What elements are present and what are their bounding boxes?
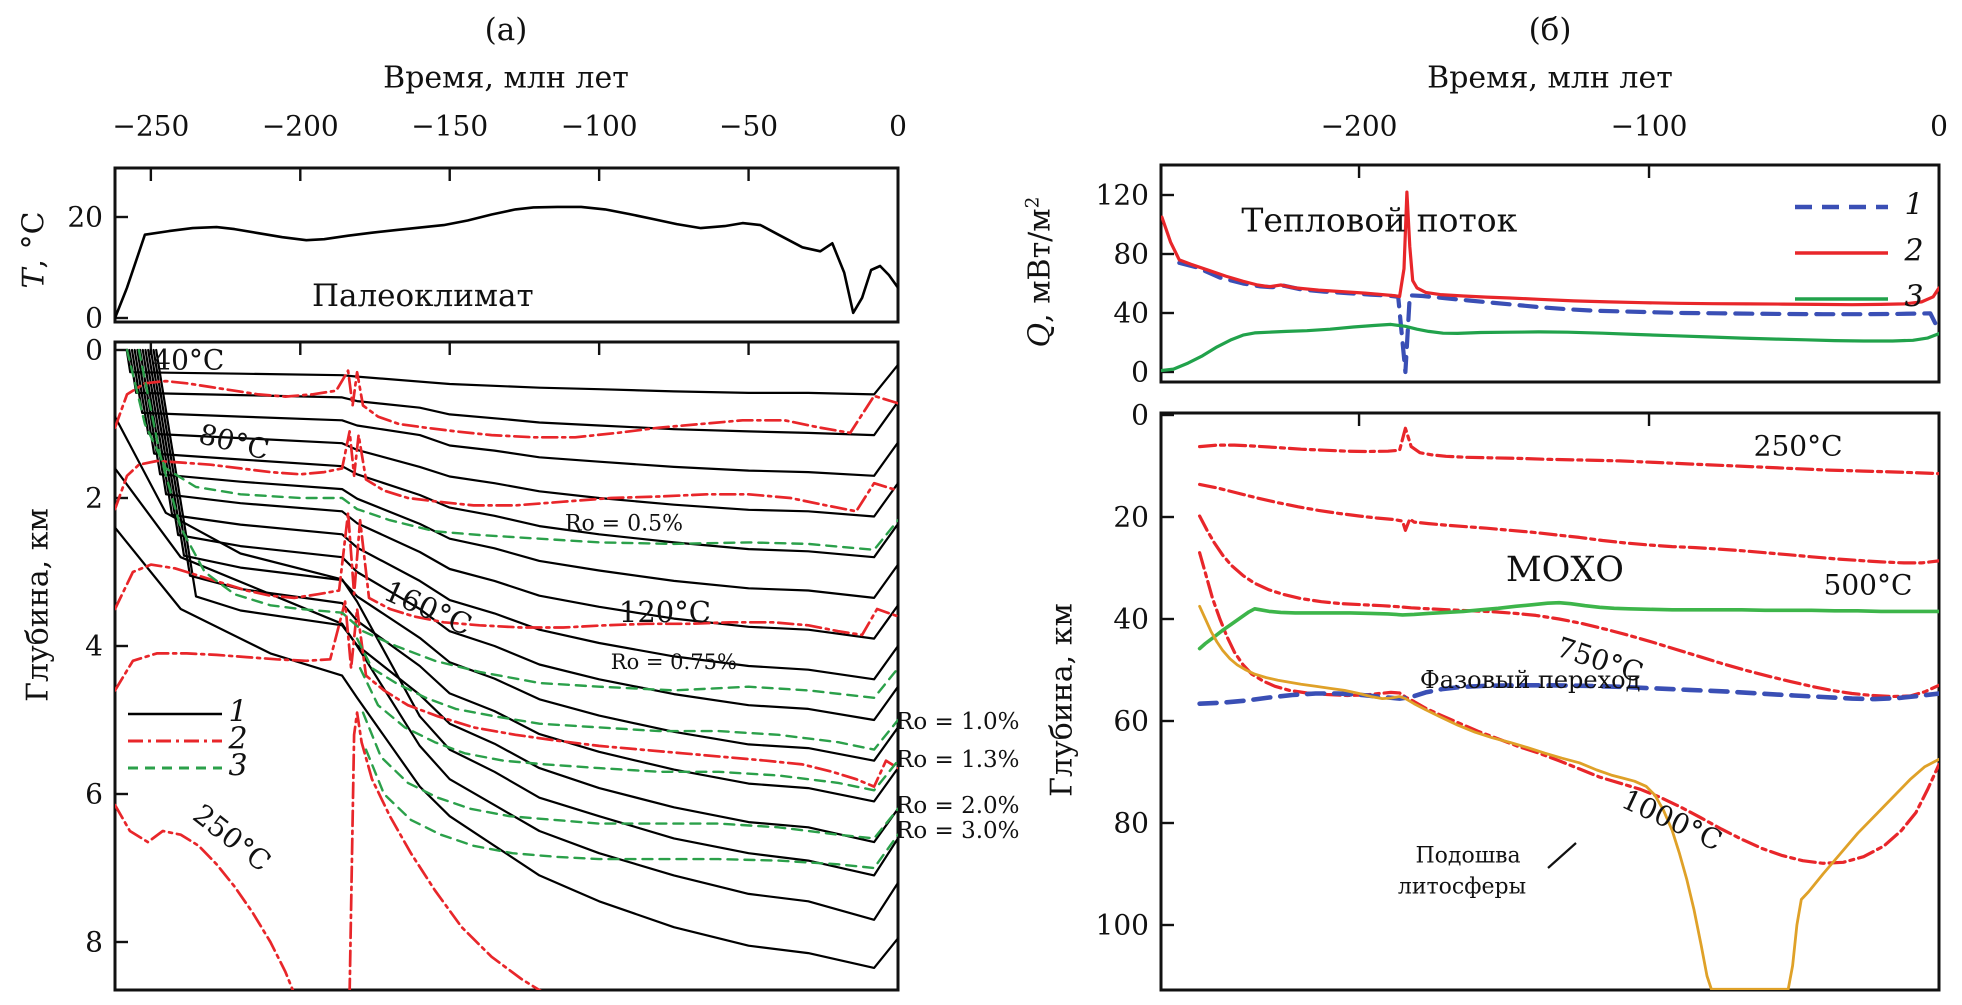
series-model1-isotherm-13	[115, 415, 898, 877]
series-model1-isotherm-11	[152, 348, 898, 803]
series-ro-0.75	[137, 348, 898, 699]
y-tick-label: 120	[1095, 178, 1149, 212]
y-tick-label: 0	[85, 333, 103, 367]
series-lithosphere-base	[1198, 604, 1939, 990]
series-ro-0.5	[125, 348, 898, 551]
x-tick-label: −150	[411, 109, 489, 143]
lithosphere-base-leader-line	[1547, 842, 1577, 869]
legend-a-label-3: 3	[228, 748, 248, 784]
x-tick-label: −200	[261, 109, 339, 143]
annotation-литосферы: литосферы	[1397, 874, 1527, 900]
series-model1-isotherm-05	[136, 348, 898, 559]
series-model1-isotherm-07	[141, 348, 898, 640]
annotation-40°C: 40°C	[153, 343, 225, 377]
panel-a-depth-y-axis-title: Глубина, км	[20, 508, 56, 702]
annotation-Палеоклимат: Палеоклимат	[311, 277, 534, 314]
annotation-Ro-=-1.3%: Ro = 1.3%	[896, 746, 1020, 773]
y-tick-label: 2	[85, 481, 103, 515]
series-model1-isotherm-01	[125, 348, 898, 396]
series-model2-isotherm-120C	[115, 511, 898, 637]
y-tick-label: 0	[1131, 355, 1149, 389]
annotation-Ro-=-0.75%: Ro = 0.75%	[610, 650, 737, 675]
y-tick-label: 0	[85, 301, 103, 335]
annotation-МОХО: МОХО	[1505, 550, 1624, 591]
x-tick-label: −100	[1610, 109, 1688, 143]
series-heat-flow-2-red	[1161, 190, 1939, 307]
series-isotherm-750C	[1198, 514, 1939, 699]
y-tick-label: 4	[85, 629, 103, 663]
annotation-Ro-=-0.5%: Ro = 0.5%	[564, 511, 683, 537]
annotation-Ro-=-3.0%: Ro = 3.0%	[896, 818, 1020, 844]
panel-border-b_depth	[1159, 411, 1941, 992]
series-model2-isotherm-250C-late	[348, 711, 542, 990]
annotation-Ro-=-2.0%: Ro = 2.0%	[896, 792, 1020, 819]
series-model1-isotherm-12	[155, 348, 898, 844]
annotation-Фазовый-переход: Фазовый переход	[1419, 666, 1641, 695]
legend-b-label-3: 3	[1904, 279, 1924, 315]
y-tick-label: 20	[67, 200, 103, 234]
x-tick-label: −200	[1320, 109, 1398, 143]
y-tick-label: 80	[1113, 237, 1149, 271]
panel-a-x-axis-title: Время, млн лет	[383, 60, 629, 96]
legend-b-label-2: 2	[1904, 233, 1924, 269]
panel-b-x-axis-title: Время, млн лет	[1427, 60, 1673, 96]
legend-a-label-2: 2	[228, 721, 248, 757]
annotation-120°C: 120°C	[618, 594, 711, 629]
annotation-Ro-=-1.0%: Ro = 1.0%	[896, 709, 1020, 736]
annotation-Подошва: Подошва	[1415, 843, 1521, 869]
series-model1-isotherm-04	[133, 348, 898, 518]
y-tick-label: 40	[1113, 296, 1149, 330]
series-model1-isotherm-14	[115, 467, 898, 921]
series-model1-isotherm-03	[130, 348, 898, 477]
panel-b-heat-y-axis-title: Q, мВт/м2	[1022, 196, 1058, 348]
series-heat-flow-3-green	[1161, 322, 1939, 373]
series-model2-isotherm-250C-early	[115, 803, 295, 990]
y-tick-label: 80	[1113, 806, 1149, 840]
t-variable: T	[16, 268, 52, 289]
panel-border-b_heat	[1159, 163, 1941, 384]
series-moho	[1197, 600, 1939, 651]
y-tick-label: 6	[85, 777, 103, 811]
series-phase-transition	[1197, 683, 1939, 706]
panel-border-a_paleo	[113, 166, 900, 324]
panel-b-title: (б)	[1528, 12, 1572, 48]
series-ro-1.0	[355, 637, 898, 751]
series-ro-2.0	[361, 711, 898, 840]
series-isotherm-250C	[1198, 426, 1939, 476]
legend-b-label-1: 1	[1904, 187, 1924, 223]
series-model2-isotherm-160C	[115, 600, 898, 788]
y-tick-label: 0	[1131, 398, 1149, 432]
y-tick-label: 100	[1095, 908, 1149, 942]
series-paleotemperature	[115, 205, 898, 320]
y-tick-label: 20	[1113, 500, 1149, 534]
series-model1-isotherm-08	[144, 348, 898, 681]
series-heat-flow-1-blue	[1177, 260, 1939, 375]
series-model1-isotherm-09	[147, 348, 898, 722]
x-tick-label: −50	[719, 109, 779, 143]
annotation-500°C: 500°C	[1823, 568, 1913, 602]
panel-a-title: (а)	[484, 12, 528, 48]
annotation-250°C: 250°C	[1753, 429, 1843, 463]
series-isotherm-500C	[1198, 482, 1939, 565]
series-model1-isotherm-10	[149, 348, 898, 762]
annotation-Тепловой-поток: Тепловой поток	[1241, 200, 1518, 240]
legend-a-label-1: 1	[228, 694, 248, 730]
x-tick-label: 0	[889, 109, 907, 143]
panel-a-paleo-y-axis-title: T, °C	[16, 211, 52, 289]
y-tick-label: 40	[1113, 602, 1149, 636]
series-model1-isotherm-06	[139, 348, 898, 599]
y-tick-label: 60	[1113, 704, 1149, 738]
x-tick-label: −250	[112, 109, 190, 143]
series-model2-isotherm-80C	[115, 430, 898, 513]
x-tick-label: 0	[1930, 109, 1948, 143]
y-tick-label: 8	[85, 925, 103, 959]
q-variable: Q	[1022, 322, 1058, 348]
panel-b-depth-y-axis-title: Глубина, км	[1044, 603, 1080, 797]
x-tick-label: −100	[560, 109, 638, 143]
panel-border-a_depth	[113, 340, 900, 992]
series-model2-isotherm-40C	[115, 369, 898, 439]
series-ro-3.0	[364, 748, 898, 870]
